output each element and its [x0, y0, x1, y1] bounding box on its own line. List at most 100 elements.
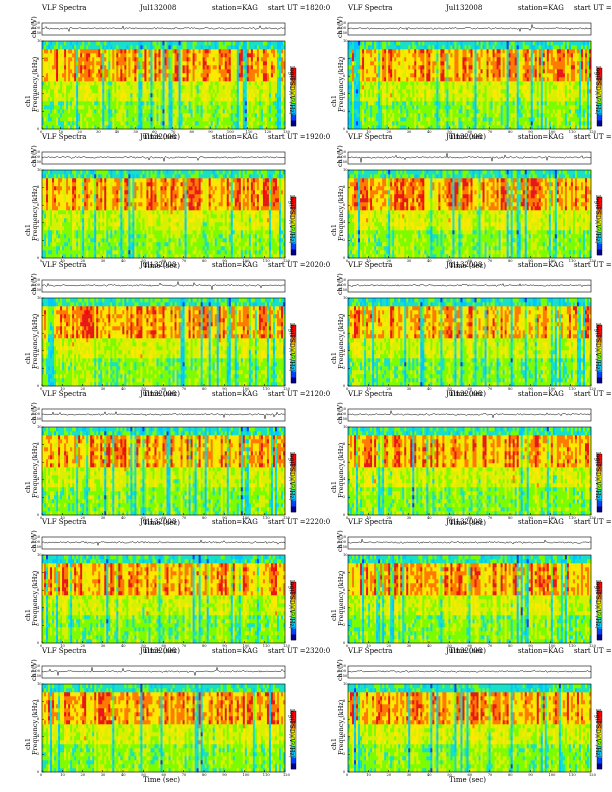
heatmap-cell — [512, 73, 515, 78]
heatmap-cell — [490, 105, 493, 110]
heatmap-cell — [116, 81, 119, 86]
heatmap-cell — [368, 65, 371, 70]
heatmap-cell — [266, 45, 270, 50]
heatmap-cell — [234, 109, 238, 114]
heatmap-cell — [496, 113, 499, 118]
heatmap-cell — [138, 81, 141, 86]
heatmap-cell — [230, 97, 234, 102]
heatmap-cell — [168, 125, 171, 130]
heatmap-cell — [76, 125, 79, 130]
heatmap-cell — [358, 125, 361, 130]
heatmap-cell — [424, 73, 427, 78]
heatmap-cell — [256, 65, 260, 70]
heatmap-cell — [530, 117, 534, 122]
heatmap-cell — [398, 121, 401, 126]
heatmap-cell — [64, 85, 67, 90]
heatmap-cell — [274, 49, 278, 54]
heatmap-cell — [168, 93, 171, 98]
heatmap-cell — [546, 77, 550, 82]
heatmap-cell — [242, 69, 246, 74]
heatmap-cell — [82, 57, 85, 62]
heatmap-cell — [424, 69, 427, 74]
heatmap-cell — [148, 61, 151, 66]
heatmap-cell — [462, 105, 465, 110]
heatmap-cell — [466, 97, 469, 102]
heatmap-cell — [204, 61, 207, 66]
heatmap-cell — [46, 49, 49, 54]
heatmap-cell — [530, 53, 534, 58]
heatmap-cell — [174, 117, 177, 122]
heatmap-cell — [188, 113, 191, 118]
heatmap-cell — [120, 77, 123, 82]
heatmap-cell — [246, 85, 250, 90]
heatmap-cell — [400, 65, 403, 70]
heatmap-cell — [242, 73, 246, 78]
heatmap-cell — [244, 113, 248, 118]
heatmap-cell — [200, 77, 203, 82]
heatmap-cell — [494, 113, 497, 118]
heatmap-cell — [186, 45, 189, 50]
heatmap-cell — [82, 89, 85, 94]
heatmap-cell — [54, 113, 57, 118]
heatmap-cell — [442, 117, 445, 122]
heatmap-cell — [502, 101, 505, 106]
heatmap-cell — [90, 121, 93, 126]
heatmap-cell — [76, 49, 79, 54]
heatmap-cell — [542, 81, 546, 86]
heatmap-cell — [150, 45, 153, 50]
heatmap-cell — [254, 69, 258, 74]
heatmap-cell — [542, 45, 546, 50]
heatmap-cell — [510, 89, 513, 94]
heatmap-cell — [282, 77, 286, 82]
heatmap-cell — [268, 109, 272, 114]
heatmap-cell — [418, 73, 421, 78]
heatmap-cell — [106, 41, 109, 46]
heatmap-cell — [134, 81, 137, 86]
heatmap-cell — [442, 53, 445, 58]
heatmap-cell — [188, 125, 191, 130]
heatmap-cell — [502, 85, 505, 90]
heatmap-cell — [368, 105, 371, 110]
heatmap-cell — [140, 93, 143, 98]
heatmap-cell — [50, 85, 53, 90]
heatmap-cell — [50, 101, 53, 106]
spectrogram-frame — [41, 40, 286, 130]
heatmap-cell — [216, 45, 220, 50]
heatmap-cell — [206, 113, 209, 118]
heatmap-cell — [422, 49, 425, 54]
heatmap-cell — [180, 53, 183, 58]
heatmap-cell — [110, 69, 113, 74]
heatmap-cell — [408, 57, 411, 62]
heatmap-cell — [384, 41, 387, 46]
heatmap-cell — [502, 49, 505, 54]
heatmap-cell — [272, 49, 276, 54]
heatmap-cell — [400, 69, 403, 74]
heatmap-cell — [148, 113, 151, 118]
spectrogram-chart — [41, 22, 297, 130]
heatmap-cell — [386, 89, 389, 94]
heatmap-cell — [498, 89, 501, 94]
heatmap-cell — [54, 57, 57, 62]
heatmap-cell — [104, 65, 107, 70]
heatmap-cell — [456, 45, 459, 50]
heatmap-cell — [380, 41, 383, 46]
heatmap-cell — [348, 69, 351, 74]
heatmap-cell — [236, 73, 240, 78]
heatmap-cell — [218, 105, 222, 110]
heatmap-cell — [254, 65, 258, 70]
heatmap-cell — [376, 97, 379, 102]
heatmap-cell — [114, 105, 117, 110]
heatmap-cell — [124, 101, 127, 106]
heatmap-cell — [228, 61, 232, 66]
heatmap-cell — [214, 113, 218, 118]
heatmap-cell — [538, 53, 542, 58]
heatmap-cell — [86, 117, 89, 122]
heatmap-cell — [88, 77, 91, 82]
heatmap-cell — [394, 53, 397, 58]
heatmap-cell — [72, 93, 75, 98]
heatmap-cell — [384, 53, 387, 58]
heatmap-cell — [194, 53, 197, 58]
heatmap-cell — [526, 45, 530, 50]
heatmap-cell — [102, 113, 105, 118]
heatmap-cell — [140, 101, 143, 106]
